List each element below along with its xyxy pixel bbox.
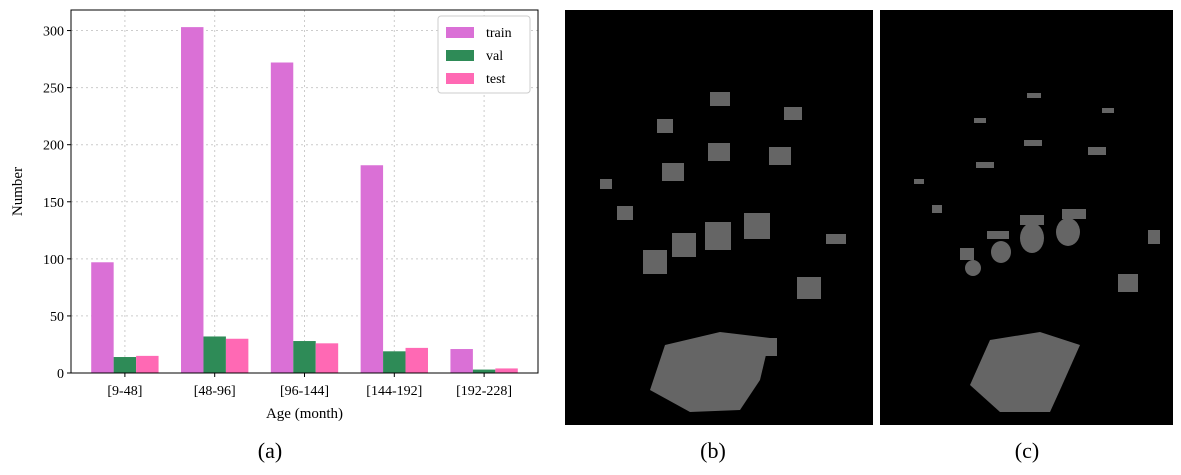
bar <box>450 349 472 373</box>
y-axis-label: Number <box>10 167 26 216</box>
y-tick-label: 0 <box>57 367 64 382</box>
bar <box>136 356 158 373</box>
y-tick-label: 250 <box>43 82 64 97</box>
y-tick-label: 300 <box>43 25 64 40</box>
legend-label: val <box>486 49 503 64</box>
bar <box>361 165 383 373</box>
bar <box>406 348 428 373</box>
y-tick-label: 150 <box>43 196 64 211</box>
legend-swatch <box>446 27 474 38</box>
xray-image-b <box>565 10 873 425</box>
bar <box>203 336 225 373</box>
x-tick-label: [192-228] <box>456 384 512 399</box>
x-tick-label: [96-144] <box>280 384 329 399</box>
bar <box>316 343 338 373</box>
legend-swatch <box>446 50 474 61</box>
xray-image-c <box>880 10 1173 425</box>
bar <box>293 341 315 373</box>
y-tick-label: 100 <box>43 253 64 268</box>
panel-label: (b) <box>700 438 726 463</box>
bar <box>91 262 113 373</box>
x-tick-label: [144-192] <box>366 384 422 399</box>
legend-label: train <box>486 26 512 41</box>
legend-label: test <box>486 72 506 87</box>
bar <box>271 63 293 373</box>
bar <box>383 351 405 373</box>
bar <box>181 27 203 373</box>
legend-swatch <box>446 73 474 84</box>
bar <box>495 368 517 373</box>
x-tick-label: [48-96] <box>194 384 236 399</box>
y-tick-label: 200 <box>43 139 64 154</box>
x-tick-label: [9-48] <box>107 384 142 399</box>
panel-label: (a) <box>258 438 282 463</box>
x-axis-label: Age (month) <box>266 406 343 422</box>
y-tick-label: 50 <box>50 310 64 325</box>
bar <box>473 370 495 373</box>
figure: (a) (b) (c) 0 50 100 150 <box>0 0 1181 470</box>
panel-label: (c) <box>1015 438 1039 463</box>
bar <box>226 339 248 373</box>
bar <box>114 357 136 373</box>
